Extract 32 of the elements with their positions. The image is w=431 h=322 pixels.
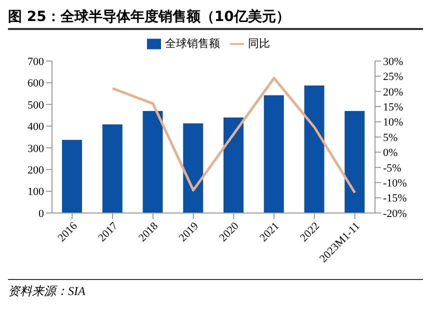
- y-tick-label: 500: [28, 99, 44, 112]
- text: 资料来源：SIA: [8, 279, 423, 300]
- y2-tick-label: -15%: [383, 192, 407, 205]
- bar: [224, 117, 244, 213]
- y2-tick-label: 5%: [383, 132, 398, 144]
- bar: [142, 110, 163, 213]
- y2-tick-label: 0%: [383, 147, 398, 160]
- y-tick-label: 400: [28, 121, 44, 134]
- y-tick-label: 600: [28, 78, 44, 90]
- bar: [62, 140, 82, 213]
- y2-tick-label: 25%: [383, 71, 404, 84]
- y-tick-label: 0: [38, 208, 44, 220]
- y2-tick-label: 15%: [383, 102, 404, 114]
- y2-tick-label: -5%: [383, 162, 402, 174]
- y-tick-label: 700: [28, 56, 44, 68]
- bar: [304, 86, 324, 213]
- y2-tick-label: -20%: [383, 208, 407, 220]
- bar: [264, 95, 284, 213]
- y2-tick-label: 30%: [383, 56, 404, 68]
- y2-tick-label: 20%: [383, 86, 404, 98]
- bar: [102, 124, 122, 213]
- y2-tick-label: -10%: [383, 178, 407, 190]
- bar: [344, 110, 365, 213]
- y-tick-label: 300: [28, 142, 44, 155]
- bar: [183, 123, 204, 213]
- chart-title: 图 25：全球半导体年度销售额（10亿美元）: [8, 8, 423, 30]
- legend-label: 同比: [248, 37, 270, 50]
- y-tick-label: 100: [28, 186, 44, 198]
- y-tick-label: 200: [28, 164, 44, 176]
- legend-label: 全球销售额: [165, 37, 220, 50]
- y2-tick-label: 10%: [383, 116, 404, 129]
- line-series: [111, 76, 356, 194]
